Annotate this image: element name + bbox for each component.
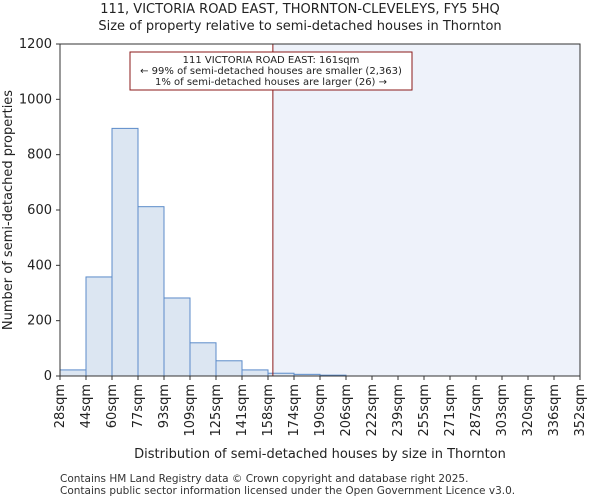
footer-copyright: Contains HM Land Registry data © Crown c… bbox=[60, 473, 469, 485]
x-tick-label: 125sqm bbox=[209, 384, 224, 437]
x-tick-label: 190sqm bbox=[313, 384, 328, 437]
histogram-bar bbox=[241, 369, 269, 377]
x-tick-label: 158sqm bbox=[261, 384, 276, 437]
x-tick-label: 109sqm bbox=[183, 384, 198, 437]
x-axis-label: Distribution of semi-detached houses by … bbox=[134, 447, 506, 462]
x-tick-label: 352sqm bbox=[573, 384, 588, 437]
y-tick-label: 600 bbox=[27, 203, 52, 218]
y-tick-label: 400 bbox=[27, 258, 52, 273]
x-tick-label: 44sqm bbox=[79, 384, 94, 428]
x-tick-label: 77sqm bbox=[131, 384, 146, 428]
histogram-bar bbox=[137, 206, 165, 377]
x-tick-label: 222sqm bbox=[365, 384, 380, 437]
footer-licence: Contains public sector information licen… bbox=[60, 485, 516, 497]
annotation-smaller: ← 99% of semi-detached houses are smalle… bbox=[140, 66, 402, 77]
x-tick-label: 239sqm bbox=[391, 384, 406, 437]
histogram-bar bbox=[163, 297, 191, 377]
chart-title: 111, VICTORIA ROAD EAST, THORNTON-CLEVEL… bbox=[100, 2, 500, 17]
x-tick-label: 174sqm bbox=[287, 384, 302, 437]
histogram-chart: 0 200 400 600 800 1000 1200 28sqm 44sqm 60sqm 77sq… bbox=[1, 37, 588, 462]
histogram-bar bbox=[189, 342, 217, 377]
x-tick-label: 271sqm bbox=[443, 384, 458, 437]
x-tick-label: 287sqm bbox=[469, 384, 484, 437]
x-tick-label: 28sqm bbox=[53, 384, 68, 428]
x-tick-label: 93sqm bbox=[157, 384, 172, 428]
y-tick-label: 1000 bbox=[19, 92, 52, 107]
histogram-bar bbox=[59, 369, 87, 377]
y-tick-label: 1200 bbox=[19, 37, 52, 52]
y-tick-label: 0 bbox=[44, 369, 52, 384]
x-tick-label: 206sqm bbox=[339, 384, 354, 437]
histogram-bar bbox=[111, 127, 139, 377]
x-tick-label: 303sqm bbox=[495, 384, 510, 437]
x-tick-label: 60sqm bbox=[105, 384, 120, 428]
x-tick-label: 141sqm bbox=[235, 384, 250, 437]
y-tick-label: 800 bbox=[27, 148, 52, 163]
y-tick-label: 200 bbox=[27, 314, 52, 329]
x-tick-label: 255sqm bbox=[417, 384, 432, 437]
x-tick-label: 336sqm bbox=[547, 384, 562, 437]
annotation-title: 111 VICTORIA ROAD EAST: 161sqm bbox=[183, 55, 360, 66]
chart-subtitle: Size of property relative to semi-detach… bbox=[98, 19, 502, 34]
x-tick-label: 320sqm bbox=[521, 384, 536, 437]
larger-region-highlight bbox=[272, 44, 580, 376]
histogram-bar bbox=[215, 360, 243, 377]
y-axis-label: Number of semi-detached properties bbox=[1, 90, 16, 330]
annotation-larger: 1% of semi-detached houses are larger (2… bbox=[155, 77, 387, 88]
annotation-box bbox=[129, 51, 413, 91]
histogram-bar bbox=[85, 276, 113, 377]
